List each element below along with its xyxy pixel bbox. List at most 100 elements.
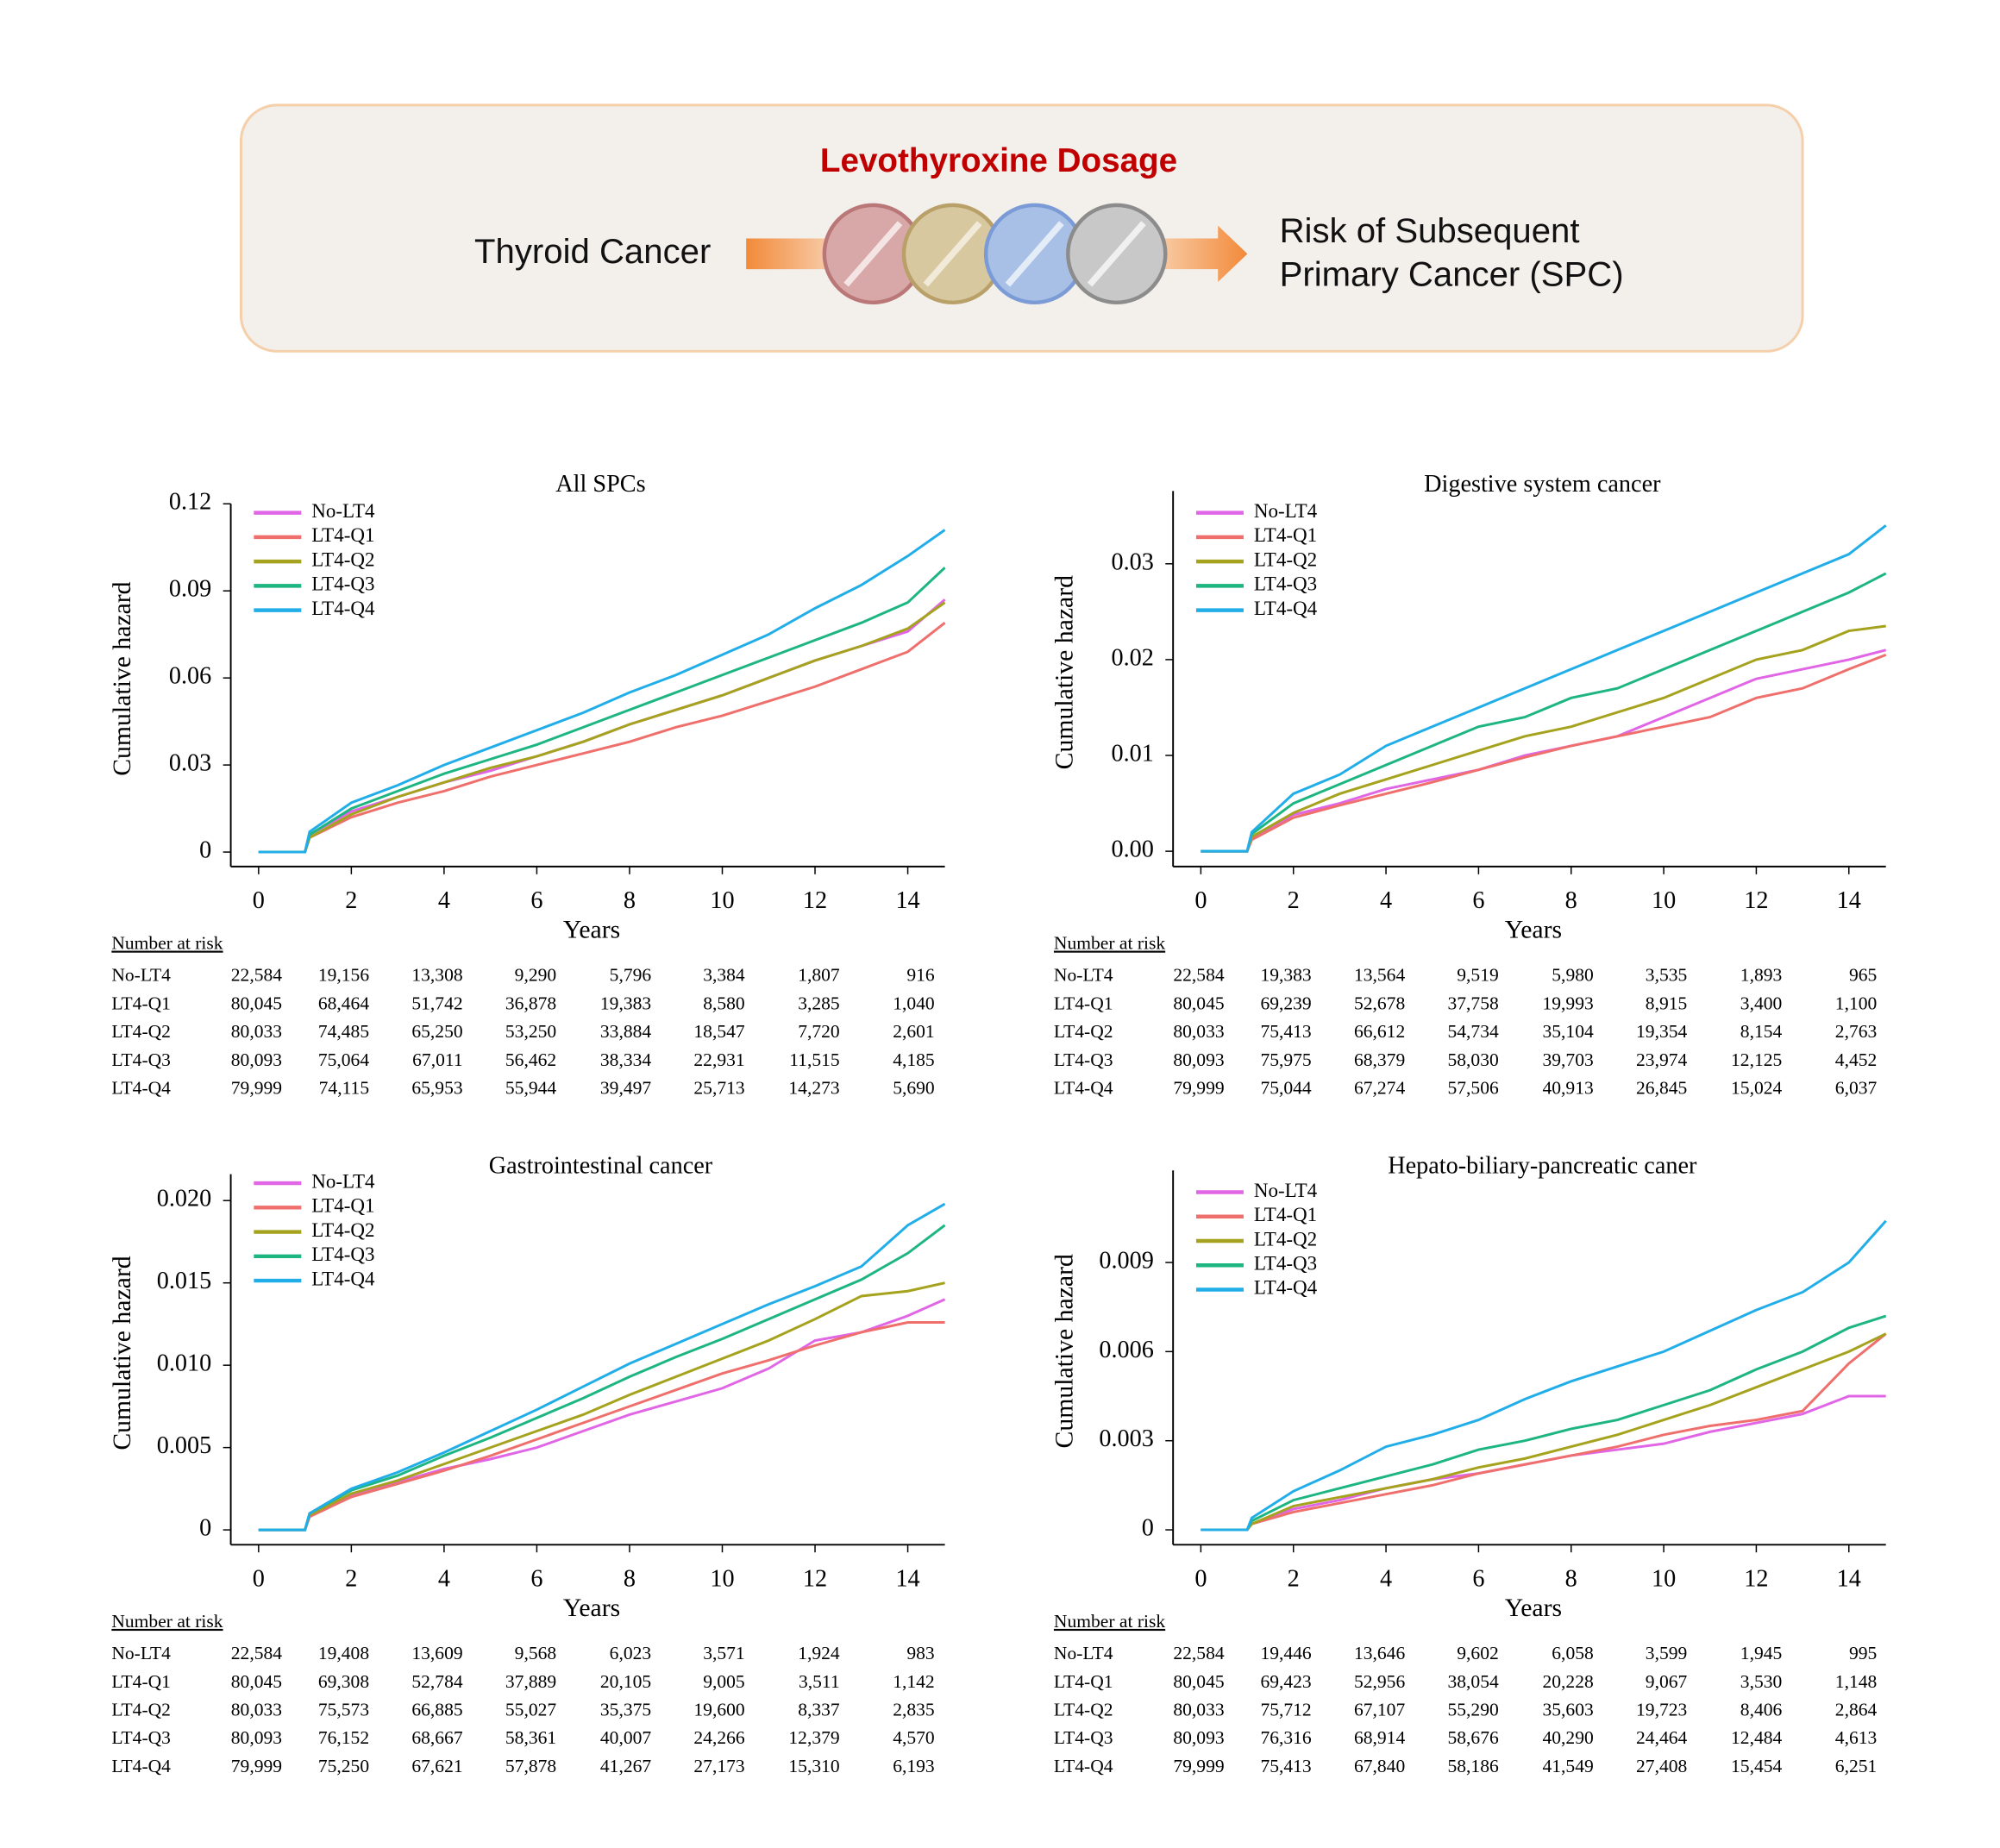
risk-cell: 22,584 xyxy=(1173,1643,1224,1663)
risk-row-label: LT4-Q3 xyxy=(111,1049,171,1070)
chart: Gastrointestinal cancer 0 0.005 0.010 0.015 0… xyxy=(109,1153,946,1776)
hazard-line xyxy=(258,1321,945,1532)
risk-cell: 18,547 xyxy=(693,1021,744,1042)
risk-cell: 3,599 xyxy=(1646,1643,1687,1663)
risk-cell: 9,290 xyxy=(515,965,556,986)
risk-cell: 27,408 xyxy=(1636,1756,1687,1776)
risk-cell: 41,549 xyxy=(1543,1756,1594,1776)
risk-row-label: LT4-Q1 xyxy=(1054,1671,1113,1692)
risk-cell: 6,251 xyxy=(1835,1756,1877,1776)
risk-cell: 67,011 xyxy=(412,1049,462,1070)
risk-cell: 69,423 xyxy=(1260,1671,1311,1692)
y-tick-label: 0.015 xyxy=(157,1268,212,1294)
risk-cell: 1,807 xyxy=(798,965,840,986)
risk-cell: 13,646 xyxy=(1354,1643,1405,1663)
risk-cell: 3,400 xyxy=(1740,993,1782,1013)
y-tick-label: 0 xyxy=(199,837,211,864)
risk-cell: 75,573 xyxy=(318,1699,369,1720)
risk-cell: 2,601 xyxy=(893,1021,934,1042)
x-tick-label: 12 xyxy=(803,887,827,914)
outcome-label: Primary Cancer (SPC) xyxy=(1280,255,1624,294)
risk-table-title: Number at risk xyxy=(1054,933,1165,954)
risk-cell: 58,676 xyxy=(1447,1727,1498,1748)
x-tick-label: 8 xyxy=(1565,887,1577,914)
x-tick-label: 10 xyxy=(710,887,734,914)
x-axis-label: Years xyxy=(563,1594,620,1622)
risk-cell: 3,511 xyxy=(799,1671,840,1692)
risk-cell: 79,999 xyxy=(1173,1756,1224,1776)
x-tick-label: 4 xyxy=(438,1565,450,1592)
risk-cell: 6,058 xyxy=(1552,1643,1593,1663)
x-tick-label: 6 xyxy=(1472,1565,1484,1592)
risk-row-label: LT4-Q4 xyxy=(1054,1756,1113,1776)
risk-row-label: LT4-Q2 xyxy=(1054,1699,1113,1720)
risk-row-label: No-LT4 xyxy=(1054,1643,1113,1663)
risk-cell: 79,999 xyxy=(231,1756,282,1776)
risk-cell: 19,723 xyxy=(1636,1699,1687,1720)
risk-cell: 1,040 xyxy=(893,993,934,1013)
x-tick-label: 0 xyxy=(1194,1565,1207,1592)
hazard-line xyxy=(1201,1332,1887,1532)
risk-cell: 11,515 xyxy=(789,1049,839,1070)
risk-cell: 68,464 xyxy=(318,993,369,1013)
x-axis-label: Years xyxy=(1505,917,1562,944)
risk-cell: 1,945 xyxy=(1740,1643,1782,1663)
legend-label: LT4-Q2 xyxy=(311,1218,374,1241)
risk-cell: 57,878 xyxy=(505,1756,556,1776)
x-tick-label: 14 xyxy=(895,887,919,914)
pill-stripe xyxy=(843,221,903,287)
risk-cell: 39,703 xyxy=(1543,1049,1594,1070)
hazard-line xyxy=(1201,1219,1887,1532)
x-tick-label: 12 xyxy=(1744,1565,1768,1592)
risk-cell: 4,452 xyxy=(1835,1049,1877,1070)
risk-cell: 6,037 xyxy=(1835,1078,1878,1099)
hazard-line xyxy=(1201,624,1886,853)
y-tick-label: 0.003 xyxy=(1099,1425,1154,1452)
y-tick-label: 0.006 xyxy=(1099,1337,1154,1363)
legend-label: LT4-Q1 xyxy=(311,1194,374,1217)
x-tick-label: 12 xyxy=(803,1565,827,1592)
risk-cell: 19,408 xyxy=(318,1643,369,1663)
risk-cell: 74,115 xyxy=(319,1078,369,1099)
risk-cell: 3,571 xyxy=(703,1643,744,1663)
risk-cell: 5,980 xyxy=(1552,965,1593,986)
legend-label: LT4-Q1 xyxy=(311,523,374,546)
x-tick-label: 2 xyxy=(345,887,357,914)
risk-cell: 80,045 xyxy=(231,1671,282,1692)
risk-cell: 80,045 xyxy=(1173,993,1224,1013)
legend-label: LT4-Q2 xyxy=(1254,548,1317,570)
risk-cell: 13,564 xyxy=(1354,965,1405,986)
risk-cell: 15,310 xyxy=(788,1756,839,1776)
risk-row-label: LT4-Q1 xyxy=(1054,993,1113,1013)
legend-label: No-LT4 xyxy=(311,1169,375,1192)
header-title: Levothyroxine Dosage xyxy=(820,142,1177,179)
y-tick-label: 0.03 xyxy=(169,750,211,777)
hazard-line xyxy=(1201,524,1887,853)
risk-cell: 916 xyxy=(906,965,935,986)
hazard-line xyxy=(258,529,946,854)
risk-cell: 19,383 xyxy=(1260,965,1311,986)
arrow-out xyxy=(1163,225,1248,283)
risk-cell: 19,446 xyxy=(1260,1643,1311,1663)
x-tick-label: 4 xyxy=(1380,887,1392,914)
risk-cell: 9,519 xyxy=(1457,965,1498,986)
risk-cell: 9,568 xyxy=(515,1643,556,1663)
risk-cell: 8,915 xyxy=(1646,993,1687,1013)
risk-cell: 5,796 xyxy=(610,965,652,986)
risk-cell: 75,044 xyxy=(1260,1078,1311,1099)
risk-cell: 68,914 xyxy=(1354,1727,1405,1748)
x-tick-label: 8 xyxy=(624,887,636,914)
risk-cell: 8,406 xyxy=(1740,1699,1783,1720)
hazard-line xyxy=(258,622,946,854)
risk-cell: 19,993 xyxy=(1543,993,1594,1013)
y-tick-label: 0.06 xyxy=(169,663,211,690)
risk-cell: 80,033 xyxy=(231,1699,282,1720)
legend-label: No-LT4 xyxy=(1254,499,1318,522)
y-tick-label: 0 xyxy=(1142,1515,1154,1542)
y-tick-label: 0.009 xyxy=(1099,1247,1154,1274)
risk-cell: 995 xyxy=(1849,1643,1877,1663)
x-tick-label: 6 xyxy=(530,887,542,914)
risk-cell: 53,250 xyxy=(505,1021,556,1042)
risk-cell: 1,100 xyxy=(1835,993,1877,1013)
